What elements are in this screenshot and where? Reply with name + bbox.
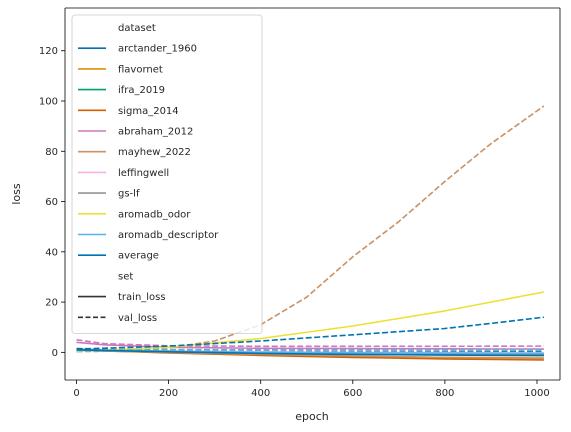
x-tick-label: 0 (73, 388, 79, 399)
legend-label: flavornet (118, 64, 163, 75)
y-tick-label: 40 (45, 247, 58, 258)
legend-frame (71, 14, 263, 334)
series-line-average-val (76, 316, 544, 350)
x-axis-label: epoch (295, 410, 329, 423)
legend-label: leffingwell (118, 168, 169, 179)
series-line-average-train (76, 349, 544, 357)
legend-title-dataset: dataset (118, 23, 156, 34)
legend-label: ifra_2019 (118, 85, 165, 96)
y-tick-label: 0 (52, 348, 58, 359)
series-line-aromadb-odor-train (76, 291, 545, 352)
legend-label: aromadb_descriptor (118, 230, 219, 241)
y-tick-label: 100 (39, 97, 58, 108)
y-tick-label: 80 (45, 147, 58, 158)
y-axis-ticks: 0 20 40 60 80 100 120 (39, 46, 65, 359)
legend-title-set: set (118, 271, 133, 282)
axes-spines (64, 7, 561, 381)
x-tick-label: 200 (159, 388, 178, 399)
y-tick-label: 120 (39, 46, 58, 57)
legend: dataset arctander_1960 flavornet ifra_2019s… (71, 14, 263, 334)
series-line-abraham-2012-train (76, 341, 544, 350)
legend-label: average (118, 251, 159, 262)
x-tick-label: 600 (343, 388, 362, 399)
x-axis-ticks: 0 200 400 600 800 1000 (73, 380, 550, 399)
y-tick-label: 60 (45, 197, 58, 208)
legend-label: aromadb_odor (118, 209, 191, 220)
x-tick-label: 400 (251, 388, 270, 399)
legend-label: sigma_2014 (118, 106, 179, 117)
series-layer (76, 105, 545, 361)
series-line-abraham-2012-val (76, 339, 544, 348)
legend-label: train_loss (118, 292, 166, 303)
y-tick-label: 20 (45, 298, 58, 309)
x-tick-label: 1000 (524, 388, 549, 399)
legend-label: val_loss (118, 313, 157, 324)
legend-label: abraham_2012 (118, 127, 193, 138)
y-axis-label: loss (10, 183, 23, 205)
legend-label: arctander_1960 (118, 44, 197, 55)
legend-label: mayhew_2022 (118, 147, 191, 158)
x-tick-label: 800 (435, 388, 454, 399)
legend-label: gs-lf (118, 189, 140, 200)
